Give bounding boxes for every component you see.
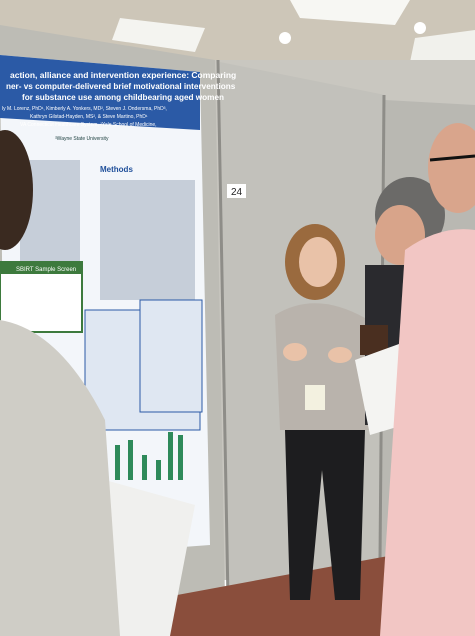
poster-bar	[142, 455, 147, 480]
sample-screen-label: SBIRT Sample Screen	[16, 267, 76, 273]
sample-screen-bar	[0, 262, 82, 274]
ceiling-light	[112, 18, 205, 52]
ceiling-spot	[414, 22, 426, 34]
attendee-right	[380, 123, 475, 636]
text-block	[100, 180, 195, 300]
poster-bar	[128, 440, 133, 480]
author-line: ly M. Lorenz, PhD¹, Kimberly A. Yonkers,…	[2, 106, 167, 112]
poster-title: action, alliance and intervention experi…	[2, 70, 236, 128]
badge	[305, 385, 325, 410]
ceiling-light	[290, 0, 410, 25]
attendee-left	[0, 130, 120, 636]
face	[299, 237, 337, 287]
title-line: ner- vs computer-delivered brief motivat…	[6, 82, 236, 91]
head	[428, 123, 475, 213]
shirt	[275, 303, 372, 430]
hand	[328, 347, 352, 363]
author-line: Kathryn Gilstad-Hayden, MS², & Steve Mar…	[30, 114, 148, 120]
shirt	[380, 229, 475, 636]
poster-text-blocks	[20, 160, 195, 300]
hair	[0, 130, 33, 250]
poster-bar	[156, 460, 161, 480]
section-heading: Methods	[100, 165, 133, 174]
affiliation-line: VA Connecticut Healthcare System, ²Yale …	[20, 122, 157, 128]
hand	[283, 343, 307, 361]
title-line: action, alliance and intervention experi…	[10, 70, 236, 80]
presenter	[275, 224, 372, 600]
sweater	[0, 320, 120, 636]
board-number-card	[227, 184, 246, 198]
poster-chart	[115, 432, 183, 480]
handout	[105, 480, 195, 636]
board-edge	[216, 59, 230, 601]
pants	[285, 430, 365, 600]
affiliation-line: ³Wayne State University	[55, 136, 109, 142]
poster-bar	[168, 432, 173, 480]
ceiling-spot	[279, 32, 291, 44]
poster-header	[0, 55, 200, 130]
board-number: 24	[231, 187, 243, 198]
poster-bar	[178, 435, 183, 480]
poster-table	[139, 299, 203, 413]
poster-bar	[115, 445, 120, 480]
glasses	[429, 154, 475, 162]
title-line: for substance use among childbearing age…	[22, 93, 224, 102]
